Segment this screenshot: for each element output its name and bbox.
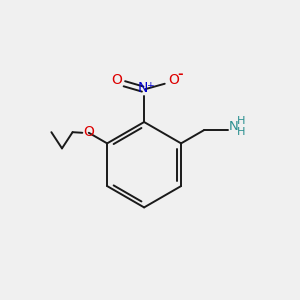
Text: O: O [168,73,179,87]
Text: O: O [111,73,122,87]
Text: O: O [83,125,94,139]
Text: H: H [236,116,245,126]
Text: -: - [178,68,183,81]
Text: H: H [236,128,245,137]
Text: N: N [229,120,239,133]
Text: N: N [137,81,148,95]
Text: +: + [146,81,153,90]
